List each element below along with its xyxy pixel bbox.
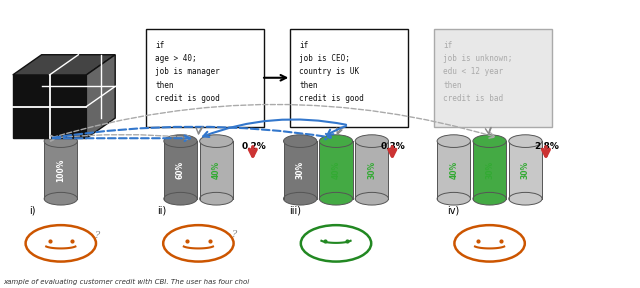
Polygon shape [13, 75, 86, 138]
Text: ?: ? [95, 231, 100, 240]
Ellipse shape [164, 135, 197, 147]
Text: xample of evaluating customer credit with CBI. The user has four choi: xample of evaluating customer credit wit… [3, 279, 250, 285]
Text: if
age > 40;
job is manager
then
credit is good: if age > 40; job is manager then credit … [156, 41, 220, 103]
Polygon shape [319, 141, 353, 199]
Ellipse shape [437, 135, 470, 147]
Text: iv): iv) [447, 205, 459, 215]
Polygon shape [13, 55, 115, 75]
Ellipse shape [164, 192, 197, 205]
Text: i): i) [29, 205, 35, 215]
Text: 40%: 40% [449, 161, 458, 179]
Polygon shape [355, 141, 388, 199]
Ellipse shape [284, 135, 317, 147]
Ellipse shape [355, 192, 388, 205]
Ellipse shape [319, 135, 353, 147]
Text: 30%: 30% [485, 161, 494, 179]
Text: 100%: 100% [56, 158, 65, 182]
Polygon shape [44, 141, 77, 199]
Ellipse shape [319, 192, 353, 205]
Text: 40%: 40% [332, 161, 340, 179]
Polygon shape [86, 55, 115, 138]
Text: 30%: 30% [367, 161, 376, 179]
Polygon shape [473, 141, 506, 199]
Ellipse shape [437, 192, 470, 205]
Polygon shape [200, 141, 233, 199]
Text: ?: ? [232, 230, 237, 239]
Text: ii): ii) [157, 205, 166, 215]
Text: if
job is CEO;
country is UK
then
credit is good: if job is CEO; country is UK then credit… [300, 41, 364, 103]
Text: 60%: 60% [176, 161, 185, 179]
Ellipse shape [509, 192, 542, 205]
Text: 0.2%: 0.2% [241, 142, 266, 151]
Ellipse shape [355, 135, 388, 147]
Text: 30%: 30% [521, 161, 530, 179]
Ellipse shape [284, 192, 317, 205]
Ellipse shape [200, 192, 233, 205]
Polygon shape [509, 141, 542, 199]
Text: 30%: 30% [296, 161, 305, 179]
Text: 0.3%: 0.3% [381, 142, 406, 151]
Ellipse shape [473, 135, 506, 147]
Polygon shape [437, 141, 470, 199]
FancyBboxPatch shape [146, 29, 264, 127]
Ellipse shape [473, 192, 506, 205]
Ellipse shape [200, 135, 233, 147]
Polygon shape [164, 141, 197, 199]
Text: 2.8%: 2.8% [534, 142, 559, 151]
Text: 40%: 40% [212, 161, 221, 179]
Ellipse shape [509, 135, 542, 147]
Polygon shape [284, 141, 317, 199]
Ellipse shape [44, 192, 77, 205]
Ellipse shape [44, 135, 77, 147]
Text: iii): iii) [289, 205, 301, 215]
Text: if
job is unknown;
edu < 12 year
then
credit is bad: if job is unknown; edu < 12 year then cr… [443, 41, 513, 103]
FancyBboxPatch shape [434, 29, 552, 127]
FancyBboxPatch shape [290, 29, 408, 127]
